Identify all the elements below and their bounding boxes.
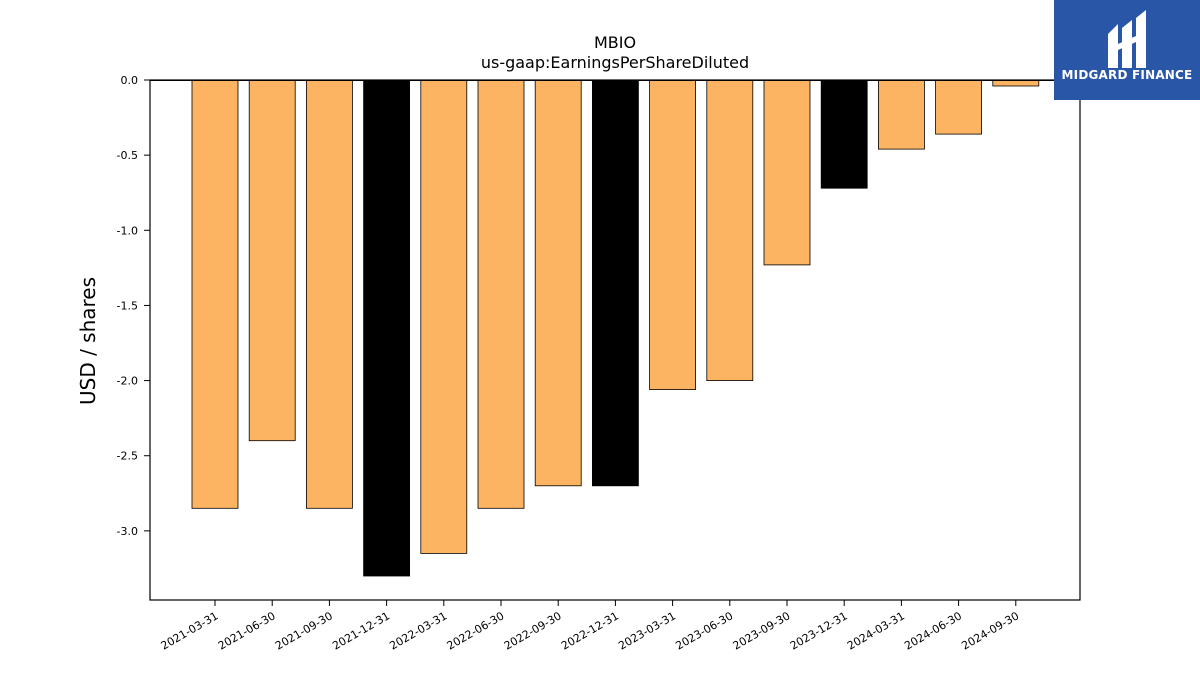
y-tick-label: -1.5 bbox=[117, 299, 138, 312]
x-tick-label: 2021-06-30 bbox=[216, 609, 278, 652]
bar-2022-12-31 bbox=[592, 79, 639, 487]
bars-group bbox=[191, 79, 1040, 577]
y-tick-label: -2.5 bbox=[117, 450, 138, 463]
bar-2023-12-31 bbox=[820, 79, 868, 189]
y-axis-ticks: 0.0 -0.5 -1.0 -1.5 -2.0 -2.5 -3.0 bbox=[117, 74, 150, 538]
bar-2021-09-30 bbox=[305, 79, 353, 509]
bar-2021-12-31 bbox=[363, 79, 411, 577]
x-axis-ticks: 2021-03-312021-06-302021-09-302021-12-31… bbox=[159, 600, 1021, 653]
bar-2024-03-31 bbox=[878, 79, 925, 150]
y-tick-label: -0.5 bbox=[117, 149, 138, 162]
midgard-logo-icon bbox=[1108, 10, 1146, 68]
y-tick-label: -2.0 bbox=[117, 375, 138, 388]
x-tick-label: 2024-03-31 bbox=[845, 609, 907, 652]
x-tick-label: 2022-06-30 bbox=[445, 609, 507, 652]
x-tick-label: 2024-06-30 bbox=[902, 609, 964, 652]
bar-2022-03-31 bbox=[420, 79, 468, 554]
brand-name: MIDGARD FINANCE bbox=[1061, 68, 1193, 82]
bar-2022-09-30 bbox=[534, 79, 582, 487]
bar-2022-06-30 bbox=[477, 79, 525, 509]
x-tick-label: 2023-03-31 bbox=[616, 609, 678, 652]
y-axis-label: USD / shares bbox=[76, 277, 100, 405]
x-tick-label: 2024-09-30 bbox=[959, 609, 1021, 652]
x-tick-label: 2022-03-31 bbox=[387, 609, 449, 652]
y-tick-label: 0.0 bbox=[121, 74, 139, 87]
x-tick-label: 2021-09-30 bbox=[273, 609, 335, 652]
brand-logo: MIDGARD FINANCE bbox=[1054, 0, 1200, 100]
bar-2023-03-31 bbox=[649, 79, 696, 391]
bar-2021-06-30 bbox=[248, 79, 296, 442]
x-tick-label: 2021-12-31 bbox=[330, 609, 392, 652]
y-tick-label: -1.0 bbox=[117, 224, 138, 237]
x-tick-label: 2023-06-30 bbox=[673, 609, 735, 652]
x-tick-label: 2023-09-30 bbox=[731, 609, 793, 652]
y-tick-label: -3.0 bbox=[117, 525, 138, 538]
x-tick-label: 2022-12-31 bbox=[559, 609, 621, 652]
x-tick-label: 2021-03-31 bbox=[159, 609, 221, 652]
x-tick-label: 2023-12-31 bbox=[788, 609, 850, 652]
x-tick-label: 2022-09-30 bbox=[502, 609, 564, 652]
bar-2023-09-30 bbox=[763, 79, 811, 266]
chart-subtitle: us-gaap:EarningsPerShareDiluted bbox=[481, 53, 749, 72]
chart-title: MBIO bbox=[594, 33, 636, 52]
bar-2021-03-31 bbox=[191, 79, 239, 509]
bar-2023-06-30 bbox=[706, 79, 754, 382]
bar-2024-06-30 bbox=[935, 79, 982, 135]
